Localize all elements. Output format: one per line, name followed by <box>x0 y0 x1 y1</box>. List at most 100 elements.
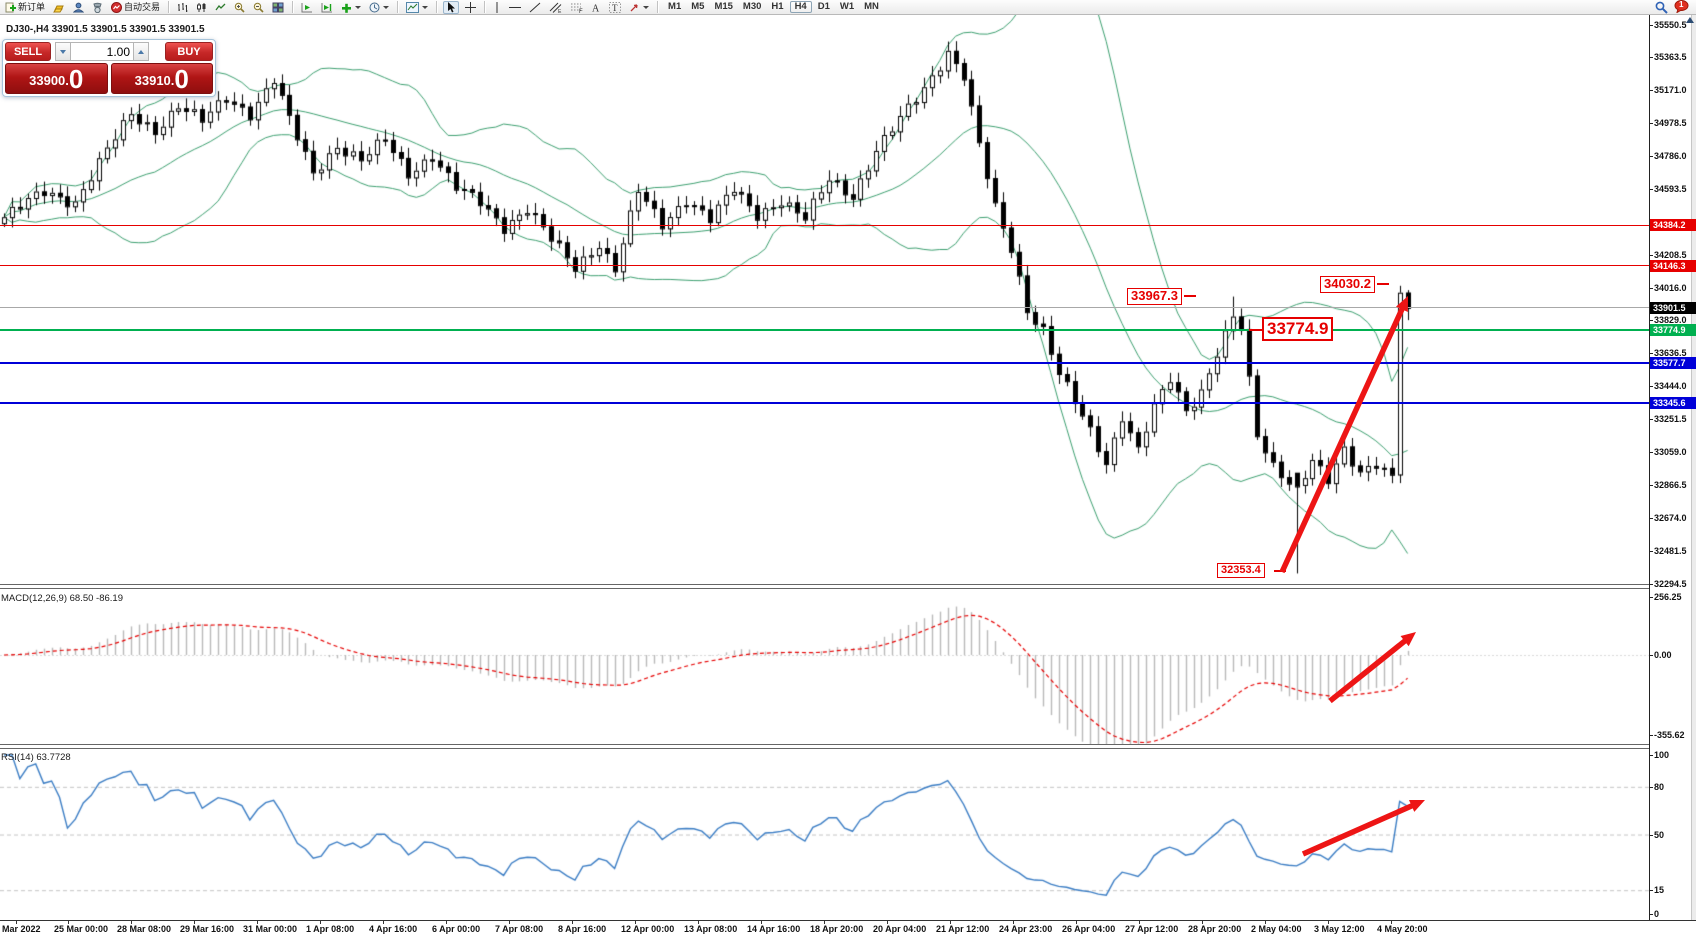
zoom-in-icon <box>234 2 245 13</box>
price-callout-34030.2[interactable]: 34030.2 <box>1320 276 1375 293</box>
time-tick-label: Mar 2022 <box>2 924 41 934</box>
chart-shift-button[interactable] <box>319 1 335 14</box>
crosshair-tool-button[interactable] <box>463 1 478 14</box>
zoom-in-button[interactable] <box>232 1 247 14</box>
bar-chart-button[interactable] <box>175 1 190 14</box>
buy-button[interactable]: BUY <box>165 42 213 61</box>
timeframe-h4[interactable]: H4 <box>789 1 812 13</box>
person-icon <box>73 2 85 12</box>
chart-ohlc-title: DJ30-,H4 33901.5 33901.5 33901.5 33901.5 <box>6 24 205 35</box>
level-line-34384.2[interactable] <box>0 224 1649 226</box>
auto-scroll-button[interactable] <box>299 1 315 14</box>
timeframe-m30[interactable]: M30 <box>742 1 762 12</box>
right-edge-strip <box>1691 15 1696 935</box>
contact-button[interactable] <box>90 1 105 14</box>
price-tick-label: 33251.5 <box>1654 414 1687 425</box>
candlestick-chart-icon <box>197 2 206 12</box>
cursor-icon <box>448 1 456 12</box>
period-button[interactable] <box>367 1 391 14</box>
sell-price-button[interactable]: 33900. 0 <box>5 63 108 94</box>
zoom-out-icon <box>253 2 264 13</box>
horizontal-line-tool[interactable] <box>507 1 523 14</box>
line-chart-button[interactable] <box>213 1 228 14</box>
timeframe-d1[interactable]: D1 <box>817 1 830 12</box>
svg-text:A: A <box>592 3 600 13</box>
callout-stub <box>1274 570 1286 572</box>
time-tick-label: 21 Apr 12:00 <box>936 924 990 934</box>
main-chart-canvas[interactable] <box>0 15 1650 584</box>
add-indicator-button[interactable] <box>339 1 363 14</box>
fibonacci-tool[interactable]: F <box>568 1 585 14</box>
rsi-tick-label: 15 <box>1654 885 1665 896</box>
level-line-33901.5[interactable] <box>0 307 1649 309</box>
arrows-caret <box>643 5 650 9</box>
trendline-tool[interactable] <box>527 1 543 14</box>
price-callout-33774.9[interactable]: 33774.9 <box>1262 317 1334 341</box>
level-line-34146.3[interactable] <box>0 265 1649 267</box>
rsi-panel-canvas[interactable] <box>0 749 1650 918</box>
caret-up-icon <box>138 49 144 54</box>
one-click-trading-panel: SELL BUY 33900.0 33910.0 <box>2 39 216 97</box>
timeframe-m1[interactable]: M1 <box>668 1 682 12</box>
toolbar-separator <box>397 1 399 13</box>
timeframe-mn[interactable]: MN <box>864 1 879 12</box>
price-tick-mark <box>1649 123 1653 125</box>
sell-button[interactable]: SELL <box>5 42 51 61</box>
search-icon[interactable] <box>1655 1 1668 14</box>
level-line-33345.6[interactable] <box>0 402 1649 405</box>
text-icon: A <box>592 3 600 13</box>
text-tool[interactable]: A <box>589 1 603 14</box>
price-tick-mark <box>1649 583 1653 585</box>
time-tick-label: 28 Mar 08:00 <box>117 924 172 934</box>
candlestick-chart-button[interactable] <box>194 1 209 14</box>
price-callout-32353.4[interactable]: 32353.4 <box>1217 563 1265 578</box>
time-tick-mark <box>1391 920 1392 924</box>
price-scale-box-33774.9: 33774.9 <box>1650 323 1696 336</box>
macd-panel-separator[interactable] <box>0 584 1650 589</box>
vertical-line-tool[interactable] <box>491 1 503 14</box>
equidistant-channel-tool[interactable]: E <box>547 1 564 14</box>
time-tick-label: 29 Mar 16:00 <box>180 924 235 934</box>
timeframe-w1[interactable]: W1 <box>839 1 855 12</box>
timeframe-group: M1 M5 M15 M30 H1 H4 D1 W1 MN <box>664 1 883 13</box>
chart-shift-icon <box>321 2 333 12</box>
volume-decrease-button[interactable] <box>55 42 71 61</box>
rsi-tick-label: 80 <box>1654 781 1665 792</box>
account-button[interactable] <box>71 1 86 14</box>
time-tick-label: 14 Apr 16:00 <box>747 924 801 934</box>
rsi-panel-separator[interactable] <box>0 744 1650 749</box>
buy-price-button[interactable]: 33910. 0 <box>110 63 213 94</box>
time-tick-label: 1 Apr 08:00 <box>306 924 355 934</box>
template-button[interactable] <box>404 1 430 14</box>
toolbar-separator <box>168 1 170 13</box>
macd-tick-mark <box>1649 735 1653 737</box>
timeframe-m15[interactable]: M15 <box>714 1 733 12</box>
macd-panel-canvas[interactable] <box>0 591 1650 744</box>
time-tick-mark <box>1139 920 1140 924</box>
timeframe-m5[interactable]: M5 <box>691 1 705 12</box>
deposit-button[interactable] <box>51 1 67 14</box>
callout-stub <box>1184 295 1196 297</box>
volume-increase-button[interactable] <box>133 42 149 61</box>
rsi-tick-mark <box>1649 786 1653 788</box>
scale-scroll-arrow[interactable] <box>1686 17 1694 23</box>
arrows-tool[interactable] <box>627 1 651 14</box>
time-tick-mark <box>1202 920 1203 924</box>
level-line-33774.9[interactable] <box>0 328 1649 331</box>
tile-windows-button[interactable] <box>270 1 286 14</box>
time-tick-label: 25 Mar 00:00 <box>54 924 109 934</box>
timeframe-h1[interactable]: H1 <box>771 1 784 12</box>
zoom-out-button[interactable] <box>251 1 266 14</box>
price-scale-box-34146.3: 34146.3 <box>1650 259 1696 272</box>
notifications-button[interactable]: 1 <box>1674 0 1689 15</box>
autotrading-button[interactable]: 自动交易 <box>109 1 162 14</box>
level-line-33577.7[interactable] <box>0 362 1649 365</box>
price-tick-mark <box>1649 485 1653 487</box>
text-label-tool[interactable]: T <box>607 1 623 14</box>
price-callout-33967.3[interactable]: 33967.3 <box>1127 288 1182 305</box>
time-tick-mark <box>698 920 699 924</box>
cursor-tool-button[interactable] <box>443 0 460 14</box>
volume-input[interactable] <box>71 42 133 61</box>
new-order-button[interactable]: 新订单 <box>3 1 47 14</box>
macd-tick-mark <box>1649 597 1653 599</box>
